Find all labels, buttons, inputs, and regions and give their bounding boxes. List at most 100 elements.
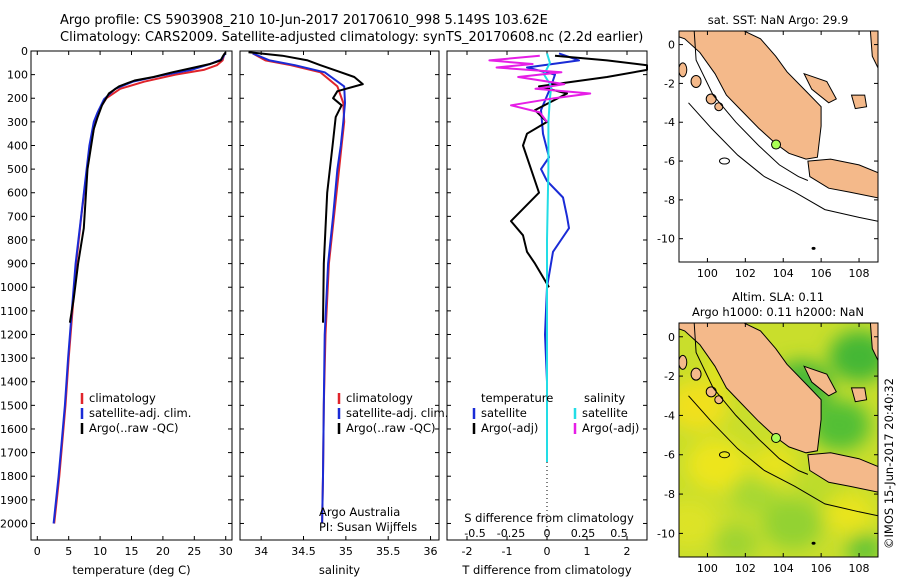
- panel-sst-map: 100 102 104 106 108 0 -2 -4 -6 -8 -10 sat. SST: NaN…: [657, 13, 879, 280]
- sla-map-anomaly-blob: [686, 439, 747, 491]
- sla-map-depth-contour: [688, 395, 878, 517]
- sla-map-title: Altim. SLA: 0.11: [732, 290, 824, 304]
- series-line-salinity-argo-adj-: [488, 54, 592, 123]
- depth-tick-label: 1000: [0, 281, 28, 294]
- depth-tick-label: 100: [7, 69, 28, 82]
- depth-tick-label: 1100: [0, 305, 28, 318]
- sst-map-ytick-label: 0: [668, 39, 675, 52]
- sla-map-xtick-label: 102: [735, 562, 756, 575]
- sst-map-ytick-label: -8: [664, 194, 675, 207]
- temperature-xtick-label: 20: [156, 545, 170, 558]
- sla-map-title: Argo h1000: 0.11 h2000: NaN: [692, 305, 864, 319]
- depth-tick-label: 0: [21, 45, 28, 58]
- depth-tick-label: 1200: [0, 328, 28, 341]
- difference-xtick-label: 0: [544, 545, 551, 558]
- sst-map-land-borneo: [869, 31, 878, 69]
- sst-map-title: sat. SST: NaN Argo: 29.9: [708, 13, 849, 27]
- depth-tick-label: 1700: [0, 447, 28, 460]
- difference-stick-label: 0.25: [571, 527, 596, 540]
- difference-stick-label: 0: [544, 527, 551, 540]
- depth-tick-label: 1800: [0, 470, 28, 483]
- sst-map-xtick-label: 100: [697, 267, 718, 280]
- depth-tick-label: 1500: [0, 399, 28, 412]
- temperature-xtick-label: 30: [219, 545, 233, 558]
- salinity-xlabel: salinity: [319, 563, 360, 577]
- sla-map-ytick-label: -4: [664, 409, 675, 422]
- sla-map-xtick-label: 106: [811, 562, 832, 575]
- temperature-xtick-label: 15: [125, 545, 139, 558]
- sla-map-xtick-label: 108: [849, 562, 870, 575]
- depth-tick-label: 200: [7, 92, 28, 105]
- copyright-stamp: ©IMOS 15-Jun-2017 20:40:32: [882, 378, 896, 549]
- series-line-satellite-adj-clim-: [252, 52, 346, 524]
- temperature-xtick-label: 10: [93, 545, 107, 558]
- depth-tick-label: 900: [7, 258, 28, 271]
- salinity-legend-label: climatology: [346, 391, 413, 405]
- sst-map-xtick-label: 104: [773, 267, 794, 280]
- panel-sla-map: 100 102 104 106 108 0 -2 -4 -6 -8 -10 Altim. SLA: 0…: [657, 290, 879, 575]
- temperature-plot-frame: [30, 50, 233, 541]
- sla-map-land-island: [705, 386, 717, 398]
- difference-stick-label: -0.5: [464, 527, 485, 540]
- salinity-xtick-label: 34.5: [291, 545, 316, 558]
- temperature-xtick-label: 5: [65, 545, 72, 558]
- temperature-xlabel: temperature (deg C): [72, 563, 190, 577]
- sst-map-ytick-label: -6: [664, 155, 675, 168]
- difference-stick-label: 0.5: [610, 527, 628, 540]
- salinity-xtick-label: 34: [254, 545, 268, 558]
- depth-tick-label: 400: [7, 139, 28, 152]
- sla-map-anomaly-blob: [679, 380, 728, 432]
- sst-map-land-island: [679, 62, 688, 78]
- sst-map-land-christmas-island: [811, 246, 816, 250]
- sst-map-depth-contour: [688, 102, 878, 222]
- depth-tick-label: 2000: [0, 517, 28, 530]
- difference-sal-legend-label: satellite: [582, 406, 628, 420]
- series-line-argo-raw-qc-: [68, 51, 227, 323]
- sla-map-xtick-label: 100: [697, 562, 718, 575]
- sla-map-land-island: [714, 395, 724, 405]
- sla-map-anomaly-blob: [825, 493, 874, 535]
- sst-map-ytick-label: -10: [657, 233, 675, 246]
- sla-map-anomaly-blob: [730, 473, 779, 515]
- sst-map-land-bangka: [803, 72, 837, 104]
- sst-map-land-sumatra: [679, 31, 822, 160]
- sst-map-land-island: [714, 102, 724, 112]
- sla-map-anomaly-blob: [762, 498, 823, 550]
- salinity-xtick-label: 35.5: [376, 545, 401, 558]
- salinity-xtick-label: 35: [339, 545, 353, 558]
- difference-legend-heading: temperature: [481, 391, 553, 405]
- panel-temperature: 0 5 10 15 20 25 300100200300400500600700800900…: [0, 45, 233, 577]
- sst-map-ytick-label: -2: [664, 77, 675, 90]
- sst-map-ytick-label: -4: [664, 116, 675, 129]
- salinity-legend-label: satellite-adj. clim.: [346, 406, 448, 420]
- difference-xtick-label: 2: [624, 545, 631, 558]
- salinity-xtick-label: 36: [424, 545, 438, 558]
- difference-xtick-label: -1: [502, 545, 513, 558]
- sst-map-argo-marker: [771, 139, 782, 150]
- difference-xtick-label: -2: [462, 545, 473, 558]
- figure-title-line2: Climatology: CARS2009. Satellite-adjuste…: [60, 30, 644, 45]
- sla-map-argo-marker: [771, 433, 782, 444]
- series-line-temperature-argo-adj-: [510, 54, 648, 288]
- depth-tick-label: 700: [7, 210, 28, 223]
- depth-tick-label: 1900: [0, 494, 28, 507]
- sla-map-anomaly-blob: [751, 445, 796, 484]
- sla-map-anomaly-blob: [679, 499, 717, 548]
- sla-map-anomaly-blob: [846, 533, 878, 557]
- sla-map-land-belitung: [850, 387, 868, 403]
- sla-map-ytick-label: -10: [657, 527, 675, 540]
- sst-map-depth-contour: [693, 31, 809, 181]
- sst-map-xtick-label: 106: [811, 267, 832, 280]
- difference-sal-legend-label: Argo(-adj): [582, 421, 639, 435]
- difference-temp-legend-label: Argo(-adj): [481, 421, 538, 435]
- depth-tick-label: 300: [7, 116, 28, 129]
- sla-map-anomaly-blob: [829, 330, 878, 382]
- difference-xlabel: T difference from climatology: [461, 563, 632, 577]
- sla-map-depth-contour: [693, 323, 809, 475]
- sla-map-land-borneo: [869, 323, 878, 361]
- sla-map-ytick-label: -6: [664, 449, 675, 462]
- sla-map-ytick-label: -2: [664, 370, 675, 383]
- series-line-argo-raw-qc-: [248, 51, 364, 323]
- sla-map-frame: [678, 322, 879, 558]
